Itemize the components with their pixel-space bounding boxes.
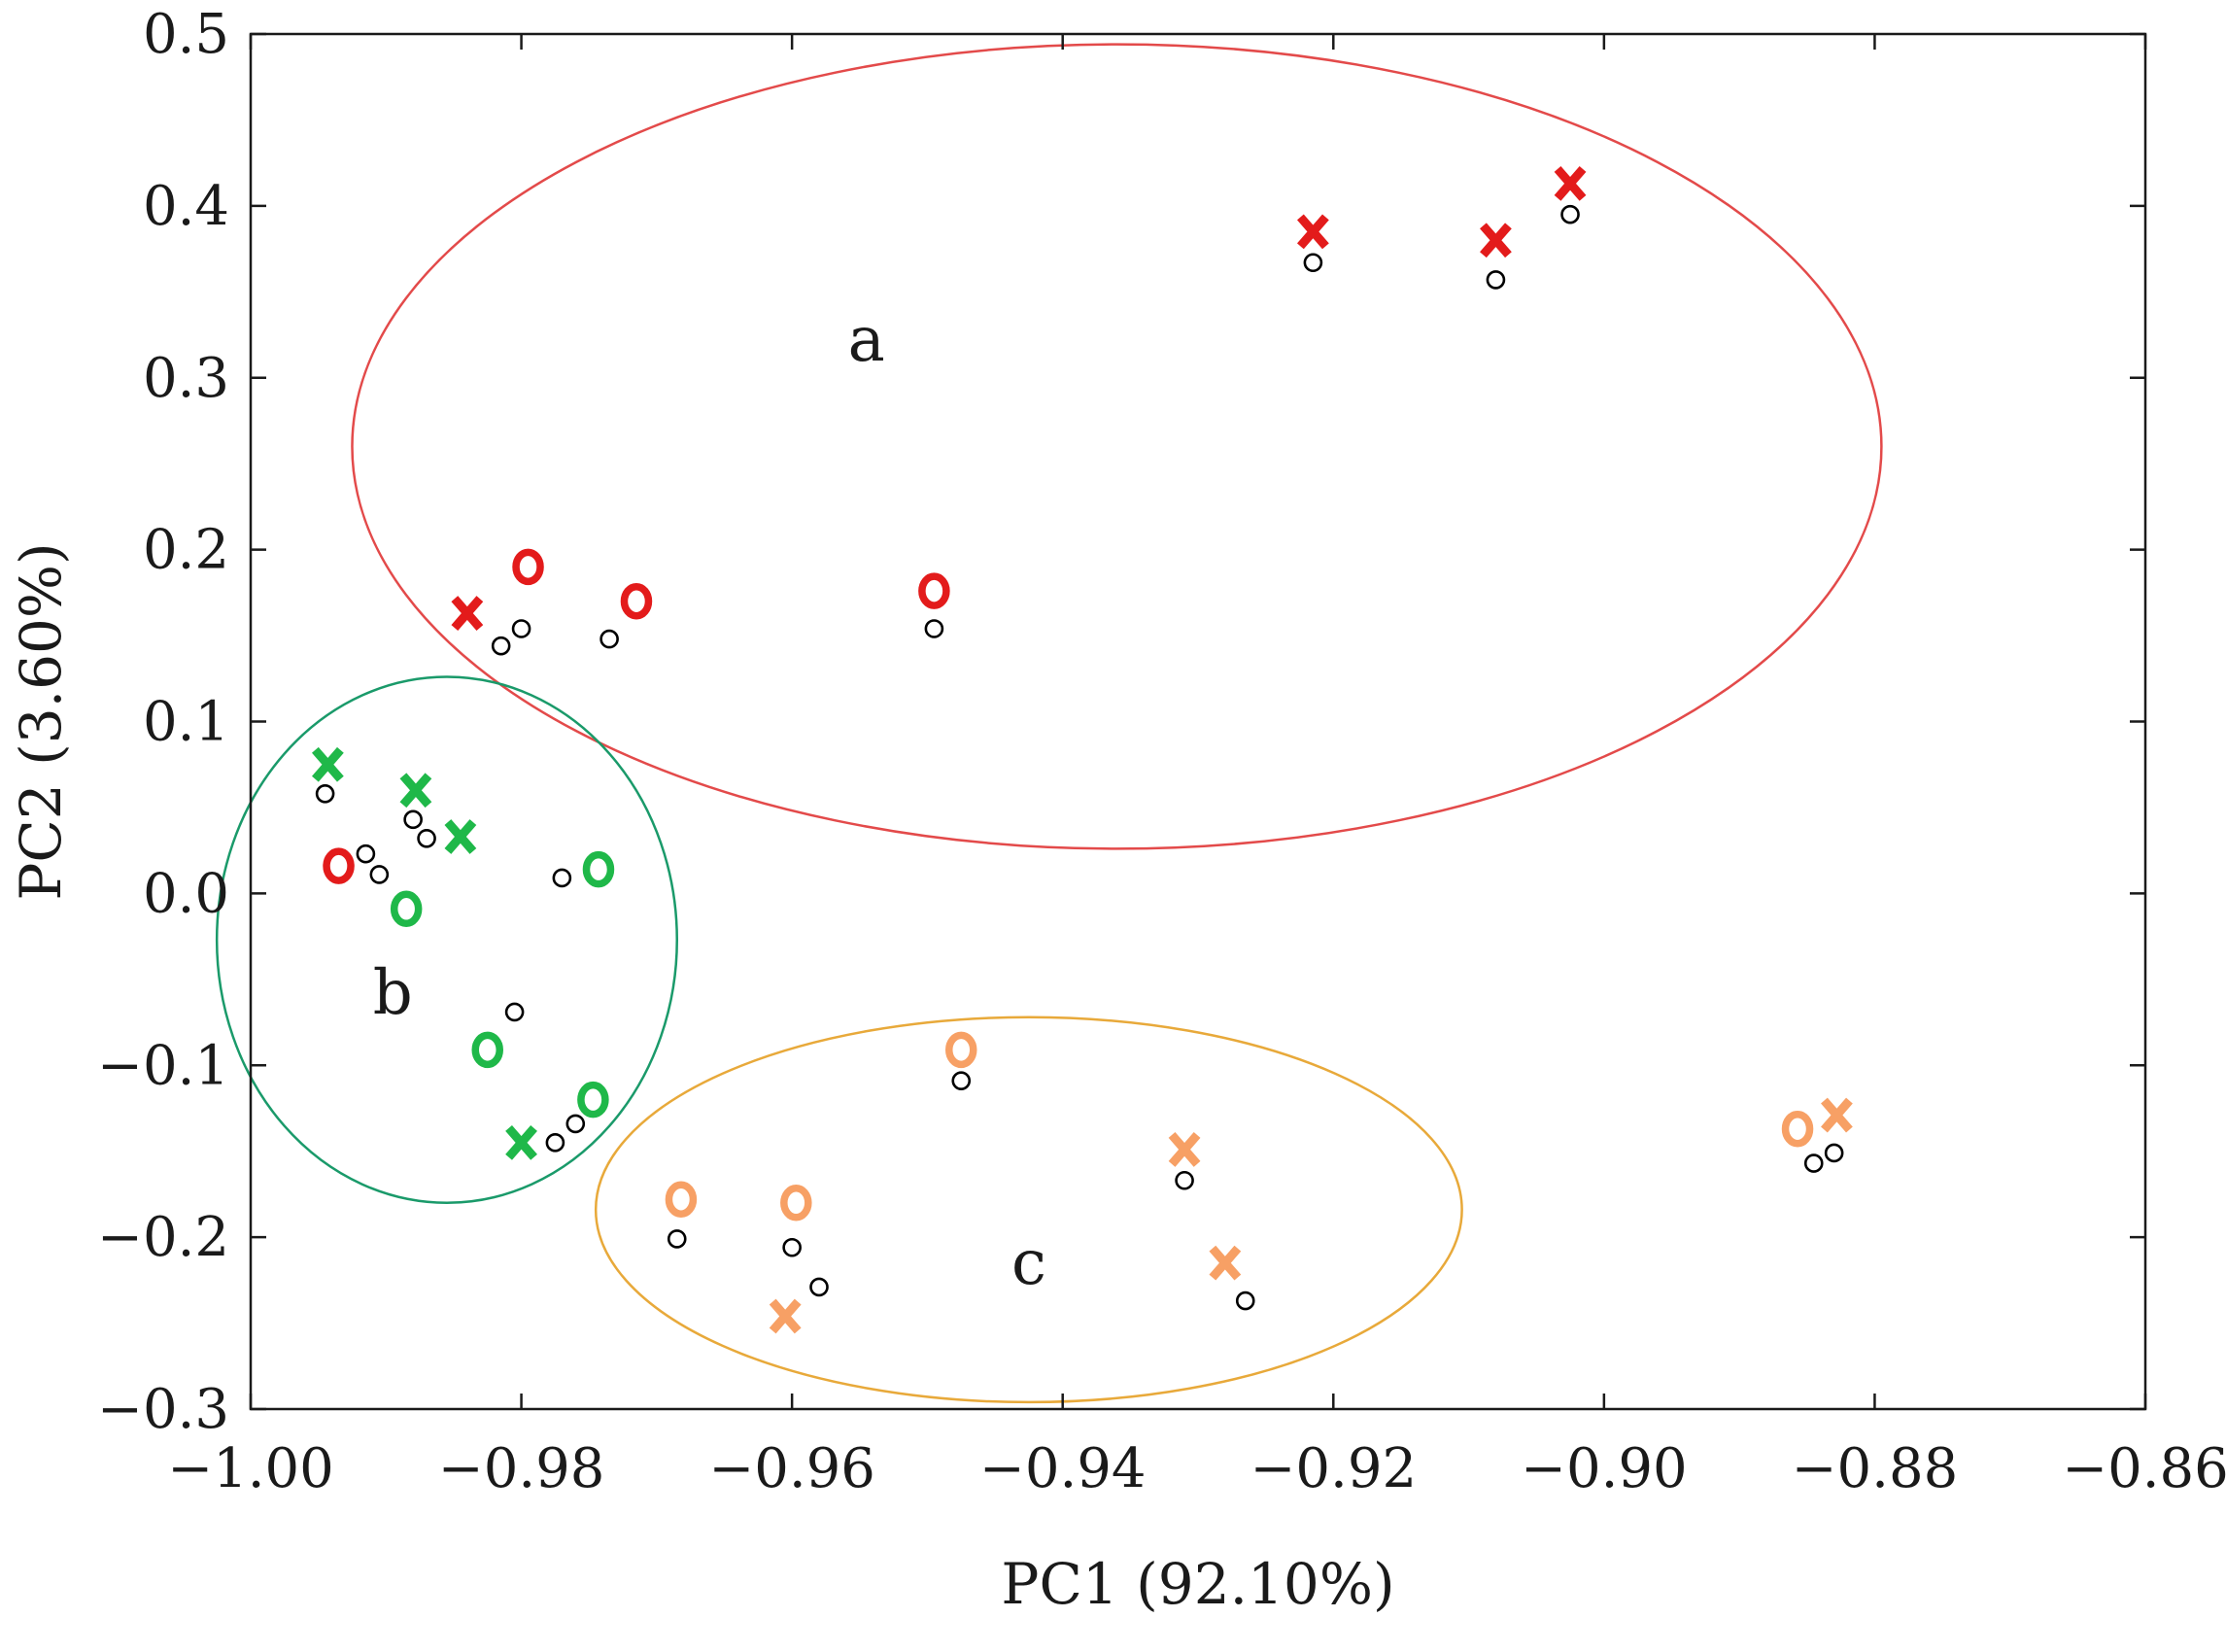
y-tick-label: 0.1 [143, 691, 229, 754]
data-point [809, 1277, 829, 1297]
group-label-b: b [373, 957, 413, 1029]
marker-x-stroke [444, 819, 477, 854]
data-point [315, 783, 335, 804]
marker-x-stroke [1821, 1097, 1853, 1133]
data-points [315, 204, 1844, 1311]
y-tick-label: 0.5 [143, 3, 229, 66]
marker-x-orange [1821, 1097, 1853, 1133]
marker-o-green [471, 1031, 503, 1069]
data-point [511, 619, 531, 638]
data-point [1486, 270, 1506, 290]
group-ellipse-c [594, 1015, 1463, 1404]
marker-x-green [399, 773, 432, 809]
data-point [552, 868, 572, 888]
y-tick-label: −0.1 [97, 1034, 229, 1097]
marker-x-red [1554, 165, 1587, 201]
x-tick-label: −0.92 [1250, 1437, 1417, 1500]
data-point [782, 1237, 802, 1257]
marker-x-stroke [1296, 214, 1329, 250]
data-point [924, 619, 944, 638]
group-label-c: c [1011, 1227, 1046, 1299]
y-tick-label: 0.4 [143, 175, 229, 238]
marker-x-stroke [1554, 165, 1587, 201]
marker-x-stroke [769, 1298, 802, 1334]
marker-x-stroke [1209, 1245, 1242, 1281]
data-point [1303, 253, 1323, 273]
marker-o-orange [780, 1185, 812, 1222]
x-tick-label: −0.86 [2062, 1437, 2226, 1500]
data-point [417, 828, 436, 848]
marker-o-red [512, 548, 544, 586]
data-point [1824, 1143, 1844, 1163]
x-axis-title: PC1 (92.10%) [1001, 1551, 1394, 1617]
marker-o-green [582, 850, 615, 888]
data-point [1175, 1170, 1194, 1190]
x-tick-label: −0.88 [1792, 1437, 1959, 1500]
group-labels: a b c [373, 304, 1046, 1299]
marker-o-orange [665, 1181, 698, 1218]
data-point [369, 865, 390, 884]
y-tick-label: −0.2 [97, 1206, 229, 1269]
data-point [565, 1114, 586, 1134]
marker-x-stroke [311, 746, 344, 782]
data-point [1560, 204, 1580, 224]
data-point [545, 1133, 565, 1153]
marker-o-orange [945, 1031, 977, 1069]
marker-x-stroke [399, 773, 432, 809]
data-point [667, 1229, 687, 1249]
marker-x-orange [1209, 1245, 1242, 1281]
data-point [599, 629, 619, 649]
data-point [356, 843, 376, 864]
marker-x-red [1480, 223, 1512, 258]
data-point [403, 809, 423, 830]
axis-ticks: −1.00 −0.98 −0.96 −0.94 −0.92 −0.90 −0.88 −0.86… [97, 3, 2226, 1500]
marker-x-red [451, 596, 484, 631]
y-axis-title: PC2 (3.60%) [8, 542, 74, 900]
marker-o-green [390, 890, 423, 928]
x-tick-label: −0.98 [438, 1437, 605, 1500]
x-tick-label: −0.96 [708, 1437, 875, 1500]
data-point [504, 1002, 525, 1022]
marker-o-red [323, 847, 355, 884]
group-markers [311, 165, 1853, 1334]
marker-x-orange [769, 1298, 802, 1334]
x-tick-label: −0.90 [1521, 1437, 1688, 1500]
marker-o-red [918, 572, 950, 609]
group-label-a: a [848, 304, 885, 376]
y-tick-label: 0.2 [143, 519, 229, 582]
group-ellipse-a [351, 43, 1883, 850]
marker-x-stroke [505, 1124, 537, 1160]
marker-x-green [505, 1124, 537, 1160]
marker-x-orange [1168, 1132, 1201, 1167]
data-point [491, 636, 511, 656]
marker-x-green [311, 746, 344, 782]
marker-x-green [444, 819, 477, 854]
marker-x-red [1296, 214, 1329, 250]
y-tick-label: −0.3 [97, 1378, 229, 1441]
data-point [1803, 1153, 1824, 1173]
data-point [1235, 1291, 1255, 1311]
group-ellipses [215, 43, 1883, 1404]
group-ellipse-b [215, 675, 679, 1204]
y-tick-label: 0.3 [143, 347, 229, 410]
marker-x-stroke [451, 596, 484, 631]
plot-frame [249, 32, 2147, 1411]
data-point [951, 1071, 972, 1090]
marker-x-stroke [1480, 223, 1512, 258]
x-tick-label: −0.94 [979, 1437, 1147, 1500]
x-tick-label: −1.00 [167, 1437, 334, 1500]
y-tick-label: 0.0 [143, 862, 229, 925]
marker-o-orange [1781, 1110, 1814, 1148]
marker-x-stroke [1168, 1132, 1201, 1167]
marker-o-red [620, 582, 653, 620]
marker-o-green [577, 1081, 609, 1119]
